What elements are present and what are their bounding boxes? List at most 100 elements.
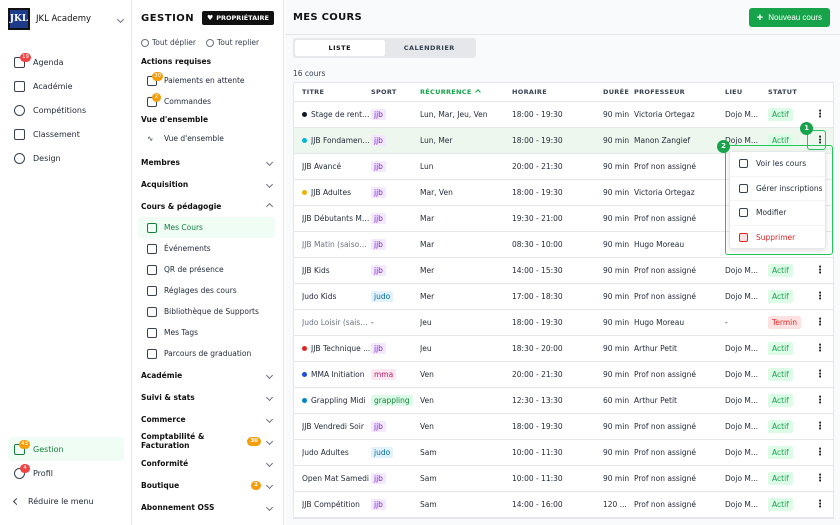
gestion-badge: 43 (19, 439, 30, 449)
row-menu-button[interactable]: ⋮ (810, 109, 830, 120)
cell-duree: 90 min (603, 318, 630, 327)
table-row[interactable]: JJB Technique ... jjb Jeu 18:30 - 20:00 90 m… (294, 336, 833, 362)
cell-sport: - (371, 318, 420, 327)
row-menu-button[interactable]: ⋮ (810, 421, 830, 432)
boutique-badge: 2 (251, 480, 261, 490)
kebab-icon: ⋮ (815, 342, 825, 354)
table-row[interactable]: Judo Adultes judo Sam 10:00 - 11:30 90 min Pr… (294, 440, 833, 466)
section-commerce[interactable]: Commerce (132, 408, 284, 430)
section-suivi[interactable]: Suivi & stats (132, 386, 284, 408)
expand-all-button[interactable]: Tout déplier (141, 38, 196, 47)
col-professeur[interactable]: PROFESSEUR (634, 88, 685, 96)
sport-tag: judo (371, 291, 394, 302)
row-menu-button[interactable]: ⋮ (810, 265, 830, 276)
menu-view-course[interactable]: Voir les cours (730, 152, 825, 177)
course-title: MMA Initiation (311, 370, 365, 379)
page-title: MES COURS (293, 12, 363, 23)
collapse-all-button[interactable]: Tout replier (205, 38, 259, 47)
evenements-item[interactable]: Événements (132, 238, 284, 259)
table-row[interactable]: Stage de rentrée jjb Lun, Mar, Jeu, Ven 18:… (294, 102, 833, 128)
menu-edit[interactable]: Modifier (730, 201, 825, 226)
table-row[interactable]: Grappling Midi grappling Ven 12:30 - 13:30 6… (294, 388, 833, 414)
tab-liste[interactable]: LISTE (295, 40, 385, 56)
menu-manage-enrollments[interactable]: Gérer inscriptions (730, 177, 825, 201)
section-conformite[interactable]: Conformité (132, 452, 284, 474)
cell-sport: jjb (371, 421, 420, 432)
owner-badge-label: PROPRIÉTAIRE (216, 14, 269, 22)
section-cours[interactable]: Cours & pédagogie (132, 195, 284, 217)
nav-item-agenda[interactable]: 19 Agenda (0, 50, 132, 74)
cell-professeur: Manon Zangief (634, 136, 691, 145)
cell-duree: 90 min (603, 422, 630, 431)
expand-icon (141, 38, 149, 47)
row-menu-button[interactable]: ⋮ (810, 317, 830, 328)
tags-item[interactable]: Mes Tags (132, 322, 284, 343)
row-menu-button[interactable]: ⋮ (810, 473, 830, 484)
table-row[interactable]: Judo Kids judo Mer 17:00 - 18:30 90 min Prof … (294, 284, 833, 310)
cell-title: MMA Initiation (294, 370, 371, 379)
sliders-icon (147, 285, 157, 296)
col-statut[interactable]: STATUT (768, 88, 798, 96)
section-label: Boutique (141, 480, 180, 490)
nav-item-academie[interactable]: Académie (0, 74, 132, 98)
table-row[interactable]: JJB Fondament... jjb Lun, Mer 18:00 - 19:30… (294, 128, 833, 154)
table-row[interactable]: Judo Loisir (saison... - Jeu 18:00 - 19:30 9… (294, 310, 833, 336)
mes-cours-item[interactable]: Mes Cours (138, 217, 275, 238)
tab-calendrier[interactable]: CALENDRIER (403, 44, 455, 52)
section-comptabilite[interactable]: Comptabilité & Facturation 30 (132, 430, 284, 452)
menu-delete[interactable]: Supprimer (730, 226, 825, 251)
row-menu-button[interactable]: ⋮ (810, 394, 830, 406)
cell-horaire: 17:00 - 18:30 (512, 292, 563, 301)
col-titre[interactable]: TITRE (302, 88, 325, 96)
new-course-button[interactable]: + Nouveau cours (748, 8, 830, 27)
row-menu-button[interactable]: ⋮ (810, 135, 830, 146)
section-academie[interactable]: Académie (132, 364, 284, 386)
nav-item-competitions[interactable]: Compétitions (0, 98, 132, 122)
cell-sport: grappling (371, 395, 420, 406)
cell-professeur: Prof non assigné (634, 266, 697, 275)
col-lieu[interactable]: LIEU (725, 88, 743, 96)
overview-item[interactable]: ∿ Vue d'ensemble (132, 128, 284, 149)
nav-item-profil[interactable]: 4 Profil (0, 461, 132, 485)
nav-item-classement[interactable]: Classement (0, 122, 132, 146)
section-acquisition[interactable]: Acquisition (132, 173, 284, 195)
kebab-icon: ⋮ (815, 394, 825, 406)
table-row[interactable]: JJB Kids jjb Mer 14:00 - 15:30 90 min Prof no… (294, 258, 833, 284)
status-badge: Actif (768, 134, 793, 147)
cell-lieu: Dojo M... (725, 474, 759, 483)
col-recurrence[interactable]: RÉCURRENCE (420, 88, 512, 96)
row-menu-button[interactable]: ⋮ (810, 291, 830, 302)
row-menu-button[interactable]: ⋮ (810, 369, 830, 380)
col-duree[interactable]: DURÉE (603, 88, 630, 96)
comptabilite-badge: 30 (247, 436, 261, 446)
sport-tag: jjb (371, 109, 386, 120)
table-row[interactable]: JJB Vendredi Soir jjb Ven 18:00 - 19:30 90 m… (294, 414, 833, 440)
row-menu-button[interactable]: ⋮ (810, 342, 830, 354)
payments-pending-item[interactable]: 30 Paiements en attente (132, 70, 284, 91)
qr-item[interactable]: QR de présence (132, 259, 284, 280)
table-row[interactable]: MMA Initiation mma Ven 20:00 - 21:30 90 min P… (294, 362, 833, 388)
cell-title: JJB Technique ... (294, 344, 371, 353)
table-row[interactable]: Open Mat Samedi jjb Sam 10:00 - 11:30 90 min… (294, 466, 833, 492)
building-icon: 43 (14, 439, 30, 455)
col-sport[interactable]: SPORT (371, 88, 397, 96)
col-horaire[interactable]: HORAIRE (512, 88, 547, 96)
cell-statut: Actif (768, 108, 810, 121)
table-row[interactable]: JJB Compétition jjb Sam 14:00 - 16:00 120 ..… (294, 492, 833, 518)
org-switcher[interactable]: JKL JKL Academy (8, 8, 125, 30)
section-boutique[interactable]: Boutique 2 (132, 474, 284, 496)
section-membres[interactable]: Membres (132, 151, 284, 173)
reglages-item[interactable]: Réglages des cours (132, 280, 284, 301)
section-abonnement[interactable]: Abonnement OSS (132, 496, 284, 518)
cell-horaire: 08:30 - 10:00 (512, 240, 563, 249)
nav-item-design[interactable]: Design (0, 146, 132, 170)
collapse-menu-button[interactable]: Réduire le menu (12, 497, 94, 506)
graduation-item[interactable]: Parcours de graduation (132, 343, 284, 364)
orders-item[interactable]: 2 Commandes (132, 91, 284, 112)
row-menu-button[interactable]: ⋮ (810, 447, 830, 458)
bibliotheque-item[interactable]: Bibliothèque de Supports (132, 301, 284, 322)
row-menu-button[interactable]: ⋮ (810, 499, 830, 510)
section-label: Abonnement OSS (141, 502, 215, 512)
user-icon: 4 (14, 463, 30, 479)
nav-item-gestion[interactable]: 43 Gestion (8, 437, 124, 461)
